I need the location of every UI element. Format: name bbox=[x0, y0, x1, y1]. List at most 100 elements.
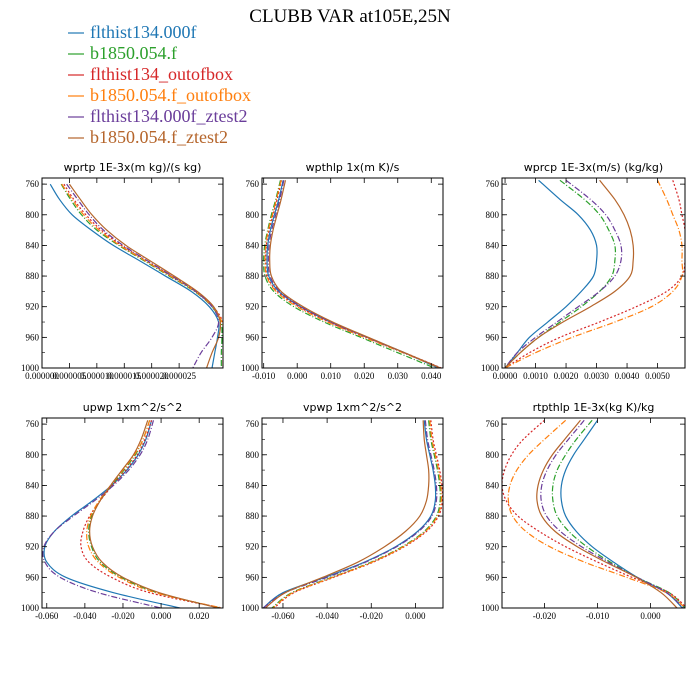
panel-title: upwp 1xm^2/s^2 bbox=[83, 401, 183, 414]
plot-frame bbox=[501, 417, 686, 609]
y-tick-label: 920 bbox=[486, 542, 500, 552]
x-tick-label: 0.000000 bbox=[25, 371, 59, 381]
y-tick-label: 920 bbox=[26, 302, 40, 312]
legend-entry: b1850.054.f bbox=[90, 43, 177, 63]
series-line bbox=[536, 419, 678, 608]
series-line bbox=[504, 179, 635, 368]
y-tick-label: 960 bbox=[246, 572, 260, 582]
series-line bbox=[504, 179, 598, 368]
series-line bbox=[273, 420, 443, 608]
y-tick-label: 880 bbox=[486, 511, 500, 521]
y-tick-label: 1000 bbox=[241, 603, 260, 613]
plot-frame bbox=[41, 177, 224, 369]
panel-title: vpwp 1xm^2/s^2 bbox=[303, 401, 402, 414]
plot-frame bbox=[261, 177, 444, 369]
series-line bbox=[265, 180, 442, 368]
plot-frame bbox=[41, 417, 224, 609]
y-tick-label: 1000 bbox=[481, 603, 500, 613]
y-tick-label: 960 bbox=[486, 332, 500, 342]
x-tick-label: 0.030 bbox=[388, 371, 409, 381]
y-tick-label: 800 bbox=[26, 450, 40, 460]
x-tick-label: -0.060 bbox=[271, 611, 295, 621]
series-line bbox=[60, 183, 223, 368]
panel-title: wpthlp 1x(m K)/s bbox=[306, 161, 400, 174]
y-tick-label: 920 bbox=[246, 302, 260, 312]
legend-entry: flthist134_outofbox bbox=[90, 64, 233, 84]
y-tick-label: 880 bbox=[486, 271, 500, 281]
x-tick-label: 0.020 bbox=[354, 371, 375, 381]
x-tick-label: -0.010 bbox=[252, 371, 276, 381]
series-line bbox=[80, 420, 223, 608]
series-line bbox=[68, 183, 222, 368]
y-tick-label: 800 bbox=[486, 210, 500, 220]
series-line bbox=[267, 180, 441, 368]
y-tick-label: 800 bbox=[486, 450, 500, 460]
x-tick-label: 0.0010 bbox=[523, 371, 548, 381]
chart-panel: upwp 1xm^2/s^27608008408809209601000-0.0… bbox=[21, 401, 224, 621]
series-line bbox=[63, 183, 223, 368]
x-tick-label: 0.000025 bbox=[162, 371, 196, 381]
x-tick-label: 0.0050 bbox=[645, 371, 670, 381]
x-tick-label: -0.040 bbox=[315, 611, 339, 621]
series-line bbox=[560, 419, 683, 608]
x-tick-label: 0.000 bbox=[287, 371, 308, 381]
chart-panel: vpwp 1xm^2/s^2 760 800 840 880 920 960 1000 -0.0… bbox=[241, 401, 444, 621]
x-tick-label: 0.0020 bbox=[554, 371, 579, 381]
chart-panel: rtpthlp 1E-3x(kg K)/kg 760 800 840 880 920 960… bbox=[481, 401, 686, 621]
y-tick-label: 760 bbox=[26, 419, 40, 429]
series-line bbox=[551, 419, 685, 608]
y-tick-label: 960 bbox=[246, 332, 260, 342]
y-tick-label: 760 bbox=[26, 179, 40, 189]
x-tick-label: 0.000 bbox=[151, 611, 172, 621]
chart-panel: wprcp 1E-3x(m/s) (kg/kg) 760 800 840 880 920 9… bbox=[481, 161, 686, 381]
series-line bbox=[66, 183, 220, 368]
series-line bbox=[264, 180, 440, 368]
x-tick-label: 0.0030 bbox=[584, 371, 609, 381]
y-tick-label: 1000 bbox=[21, 363, 40, 373]
x-tick-label: 0.010 bbox=[321, 371, 342, 381]
series-line bbox=[262, 420, 438, 608]
y-tick-label: 960 bbox=[26, 332, 40, 342]
y-tick-label: 1000 bbox=[241, 363, 260, 373]
legend-entry: flthist134.000f_ztest2 bbox=[90, 106, 247, 126]
y-tick-label: 800 bbox=[246, 450, 260, 460]
series-line bbox=[89, 420, 219, 608]
legend-entry: b1850.054.f_outofbox bbox=[90, 85, 251, 105]
y-tick-label: 760 bbox=[246, 419, 260, 429]
y-tick-label: 880 bbox=[246, 511, 260, 521]
series-line bbox=[86, 420, 223, 608]
y-tick-label: 800 bbox=[246, 210, 260, 220]
y-tick-label: 840 bbox=[246, 240, 260, 250]
legend: flthist134.000fb1850.054.fflthist134_out… bbox=[68, 22, 251, 147]
panel-title: wprtp 1E-3x(m kg)/(s kg) bbox=[64, 161, 202, 174]
y-tick-label: 880 bbox=[246, 271, 260, 281]
y-tick-label: 880 bbox=[26, 511, 40, 521]
series-line bbox=[502, 419, 685, 608]
y-tick-label: 760 bbox=[486, 419, 500, 429]
chart-panels: wprtp 1E-3x(m kg)/(s kg) 760 800 840 880 920 9… bbox=[21, 161, 686, 621]
y-tick-label: 1000 bbox=[21, 603, 40, 613]
x-tick-label: 0.000020 bbox=[135, 371, 169, 381]
x-tick-label: 0.000010 bbox=[80, 371, 114, 381]
y-tick-label: 800 bbox=[26, 210, 40, 220]
series-line bbox=[43, 420, 181, 608]
x-tick-label: 0.040 bbox=[421, 371, 442, 381]
y-tick-label: 840 bbox=[26, 240, 40, 250]
y-tick-label: 760 bbox=[246, 179, 260, 189]
series-line bbox=[272, 420, 443, 608]
series-line bbox=[42, 420, 162, 608]
x-tick-label: -0.020 bbox=[533, 611, 557, 621]
series-line bbox=[504, 179, 617, 368]
x-tick-label: 0.0000 bbox=[493, 371, 518, 381]
series-line bbox=[504, 179, 623, 368]
series-line bbox=[49, 183, 220, 368]
y-tick-label: 760 bbox=[486, 179, 500, 189]
chart-panel: wpthlp 1x(m K)/s 760 800 840 880 920 960 1000-0… bbox=[241, 161, 444, 381]
series-line bbox=[262, 420, 437, 608]
x-tick-label: 0.000015 bbox=[107, 371, 141, 381]
series-line bbox=[269, 180, 441, 368]
y-tick-label: 920 bbox=[486, 302, 500, 312]
series-line bbox=[263, 180, 435, 368]
series-line bbox=[264, 420, 430, 608]
